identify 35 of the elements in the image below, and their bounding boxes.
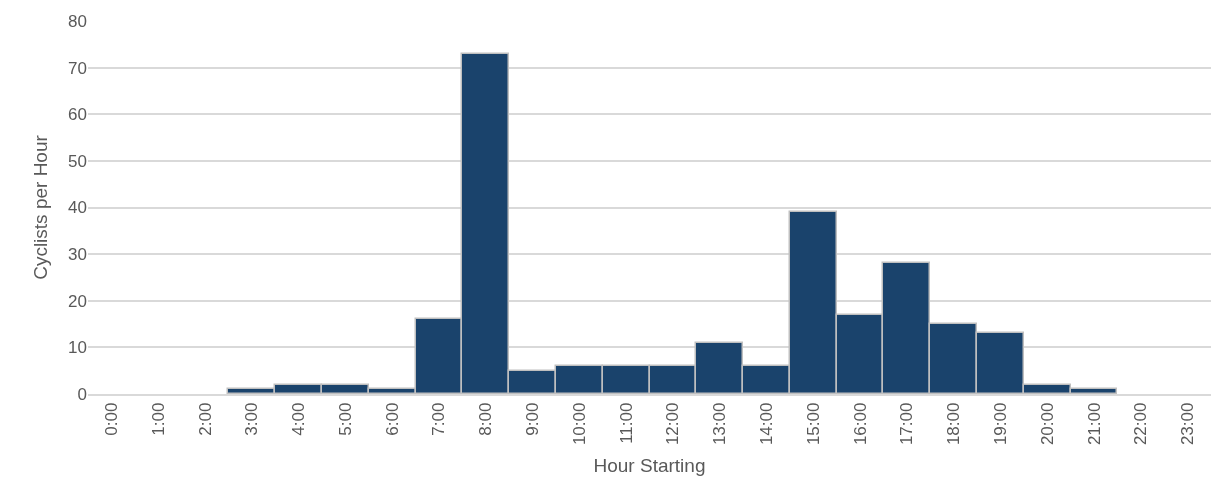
x-tick-label: 7:00 (429, 402, 449, 436)
y-tick-label: 80 (68, 11, 87, 31)
y-tick-label: 30 (68, 245, 87, 265)
y-tick-label: 0 (77, 384, 87, 404)
y-tick-label: 60 (68, 105, 87, 125)
x-tick-label: 0:00 (101, 402, 121, 436)
x-tick-label: 22:00 (1131, 402, 1151, 446)
x-tick-label: 12:00 (663, 402, 683, 446)
x-tick-label: 11:00 (616, 402, 636, 444)
y-tick-label: 10 (68, 338, 87, 358)
y-axis-title: Cyclists per Hour (29, 134, 51, 280)
x-tick-label: 1:00 (148, 402, 168, 436)
x-tick-label: 9:00 (523, 402, 543, 436)
x-tick-label: 14:00 (757, 402, 777, 446)
x-tick-label: 10:00 (569, 402, 589, 446)
y-tick-label: 70 (68, 58, 87, 78)
x-tick-label: 21:00 (1084, 402, 1104, 446)
x-tick-label: 4:00 (289, 402, 309, 436)
x-tick-label: 17:00 (897, 402, 917, 446)
y-tick-label: 40 (68, 198, 87, 218)
x-axis-title: Hour Starting (593, 455, 706, 477)
x-tick-label: 6:00 (382, 402, 402, 436)
y-tick-label: 50 (68, 151, 87, 171)
x-tick-label: 23:00 (1178, 402, 1198, 446)
x-tick-label: 18:00 (944, 402, 964, 446)
x-tick-label: 13:00 (710, 402, 730, 446)
x-tick-label: 2:00 (195, 402, 215, 436)
x-tick-label: 15:00 (803, 402, 823, 446)
x-tick-label: 8:00 (476, 402, 496, 436)
x-tick-label: 16:00 (850, 402, 870, 446)
x-tick-label: 20:00 (1037, 402, 1057, 446)
x-tick-label: 19:00 (990, 402, 1010, 446)
x-tick-label: 3:00 (242, 402, 262, 436)
x-tick-label: 5:00 (335, 402, 355, 436)
y-tick-label: 20 (68, 291, 87, 311)
